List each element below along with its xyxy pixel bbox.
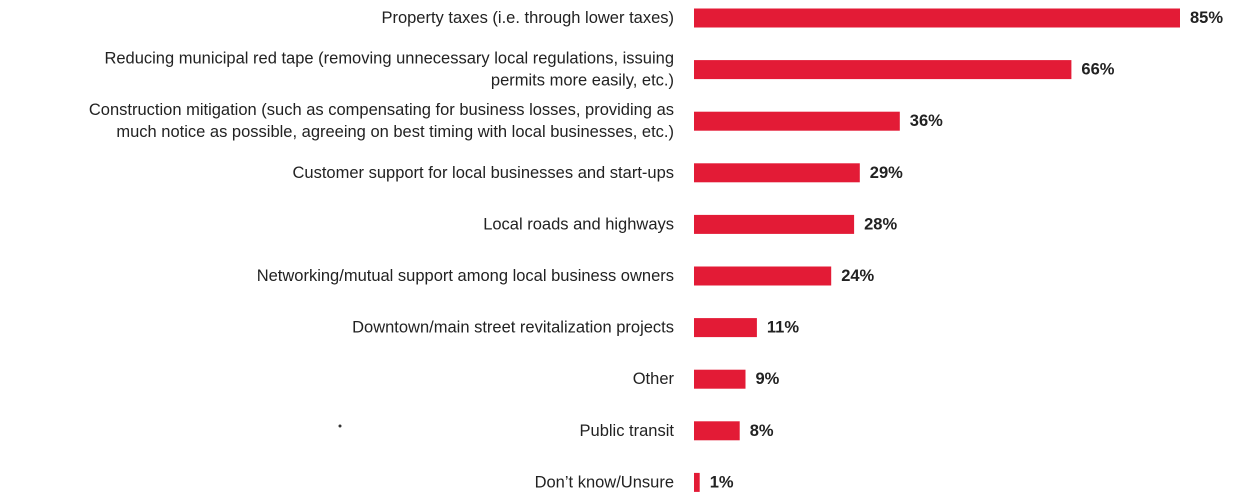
category-label-0: Property taxes (i.e. through lower taxes… bbox=[381, 9, 674, 27]
bars-layer bbox=[694, 8, 1180, 492]
bar-2 bbox=[694, 111, 900, 131]
category-label-4: Local roads and highways bbox=[483, 215, 674, 233]
bar-3 bbox=[694, 163, 860, 183]
category-label-2-line-1: much notice as possible, agreeing on bes… bbox=[116, 123, 674, 141]
stray-mark bbox=[338, 424, 342, 428]
category-label-3: Customer support for local businesses an… bbox=[292, 164, 674, 182]
value-labels: 85% 66% 36% 29% 28% 24% 11% 9% 8% 1% bbox=[710, 9, 1224, 491]
category-labels: Property taxes (i.e. through lower taxes… bbox=[89, 9, 675, 491]
category-label-6: Downtown/main street revitalization proj… bbox=[352, 319, 674, 337]
bar-9 bbox=[694, 472, 700, 492]
value-label-4: 28% bbox=[864, 215, 897, 233]
value-label-0: 85% bbox=[1190, 9, 1223, 27]
value-label-2: 36% bbox=[910, 112, 943, 130]
category-label-7: Other bbox=[633, 370, 675, 388]
category-label-8: Public transit bbox=[580, 422, 675, 440]
category-label-5: Networking/mutual support among local bu… bbox=[257, 267, 674, 285]
bar-4 bbox=[694, 214, 855, 234]
value-label-5: 24% bbox=[841, 267, 874, 285]
category-label-9: Don’t know/Unsure bbox=[535, 473, 674, 491]
bar-8 bbox=[694, 421, 740, 441]
value-label-9: 1% bbox=[710, 473, 734, 491]
value-label-8: 8% bbox=[750, 422, 774, 440]
value-label-6: 11% bbox=[767, 319, 799, 337]
bar-1 bbox=[694, 60, 1072, 80]
value-label-1: 66% bbox=[1081, 61, 1114, 79]
category-label-1-line-1: permits more easily, etc.) bbox=[491, 72, 674, 90]
value-label-3: 29% bbox=[870, 164, 903, 182]
bar-0 bbox=[694, 8, 1180, 28]
bar-6 bbox=[694, 318, 757, 338]
bar-7 bbox=[694, 369, 746, 389]
bar-5 bbox=[694, 266, 832, 286]
category-label-2-line-0: Construction mitigation (such as compens… bbox=[89, 101, 674, 119]
category-label-1-line-0: Reducing municipal red tape (removing un… bbox=[104, 50, 674, 68]
value-label-7: 9% bbox=[756, 370, 780, 388]
